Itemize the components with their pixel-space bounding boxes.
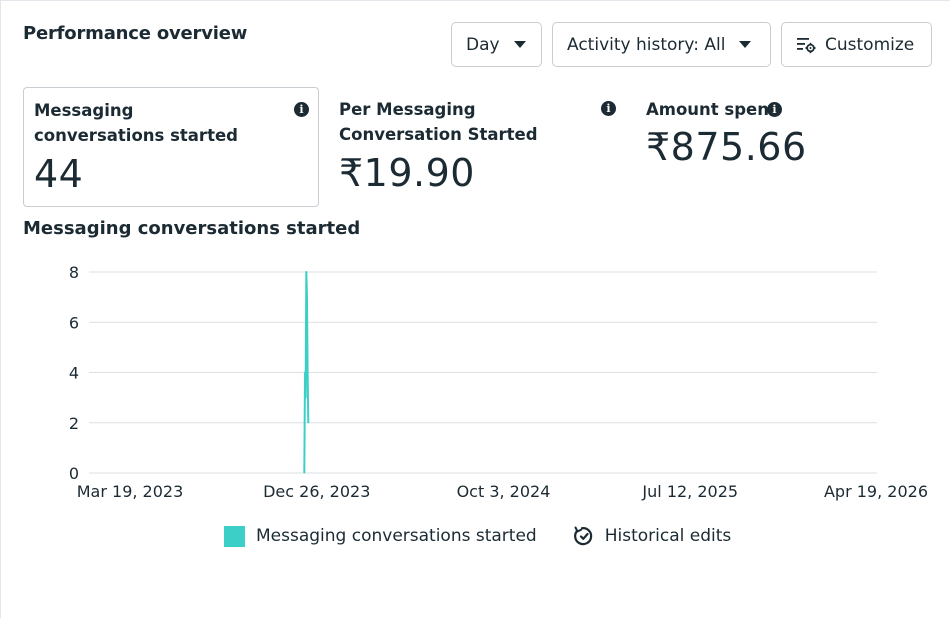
legend-item-series[interactable]: Messaging conversations started [224, 525, 537, 547]
metric-card-amount-spent[interactable]: Amount spent i ₹875.66 [636, 87, 856, 207]
page-title: Performance overview [23, 23, 248, 44]
data-point [307, 371, 309, 374]
x-tick-label: Jul 12, 2025 [641, 482, 738, 501]
customize-label: Customize [825, 34, 915, 55]
historical-edits-icon [573, 526, 592, 546]
metric-value: ₹19.90 [339, 151, 475, 195]
y-tick-label: 0 [69, 464, 79, 483]
info-icon[interactable]: i [767, 102, 782, 117]
chevron-down-icon [513, 41, 526, 48]
day-dropdown-label: Day [466, 34, 500, 55]
metric-label: Messaging conversations started [34, 101, 238, 145]
data-point [303, 472, 305, 474]
metric-card-cost-per-conversation[interactable]: Per Messaging Conversation Started i ₹19… [329, 87, 619, 207]
info-icon[interactable]: i [294, 102, 309, 117]
chart-legend: Messaging conversations started Historic… [224, 525, 731, 547]
legend-series-label: Messaging conversations started [256, 526, 537, 546]
data-point [304, 371, 306, 374]
series-swatch [224, 525, 245, 547]
customize-icon [797, 37, 816, 53]
x-tick-label: Apr 19, 2026 [824, 482, 928, 501]
metric-value: 44 [34, 152, 84, 196]
line-chart: 0 2 4 6 8 Mar 19, 2023 Dec 26, 2023 Oct 3, 2024… [69, 263, 928, 501]
y-tick-label: 2 [69, 414, 79, 433]
data-point [305, 397, 307, 399]
chevron-down-icon [739, 41, 752, 48]
metric-value: ₹875.66 [646, 125, 807, 169]
data-point [306, 296, 308, 298]
y-tick-label: 4 [69, 364, 79, 383]
x-tick-label: Mar 19, 2023 [77, 482, 184, 501]
customize-button[interactable]: Customize [781, 22, 932, 67]
chart-title: Messaging conversations started [23, 218, 361, 239]
legend-historical-label: Historical edits [604, 526, 732, 546]
legend-item-historical-edits[interactable]: Historical edits [537, 525, 732, 547]
x-tick-label: Oct 3, 2024 [457, 482, 551, 501]
metric-card-conversations[interactable]: Messaging conversations started i 44 [23, 87, 319, 207]
y-tick-label: 6 [69, 313, 79, 332]
x-tick-label: Dec 26, 2023 [263, 482, 370, 501]
info-icon[interactable]: i [601, 101, 616, 116]
activity-history-dropdown-button[interactable]: Activity history: All [552, 22, 771, 67]
activity-history-label: Activity history: All [567, 34, 726, 55]
data-point [305, 271, 307, 273]
metric-label: Amount spent [646, 100, 777, 119]
metric-label: Per Messaging Conversation Started [339, 100, 538, 144]
data-point [307, 422, 309, 424]
y-tick-label: 8 [69, 263, 79, 282]
day-dropdown-button[interactable]: Day [451, 22, 542, 67]
